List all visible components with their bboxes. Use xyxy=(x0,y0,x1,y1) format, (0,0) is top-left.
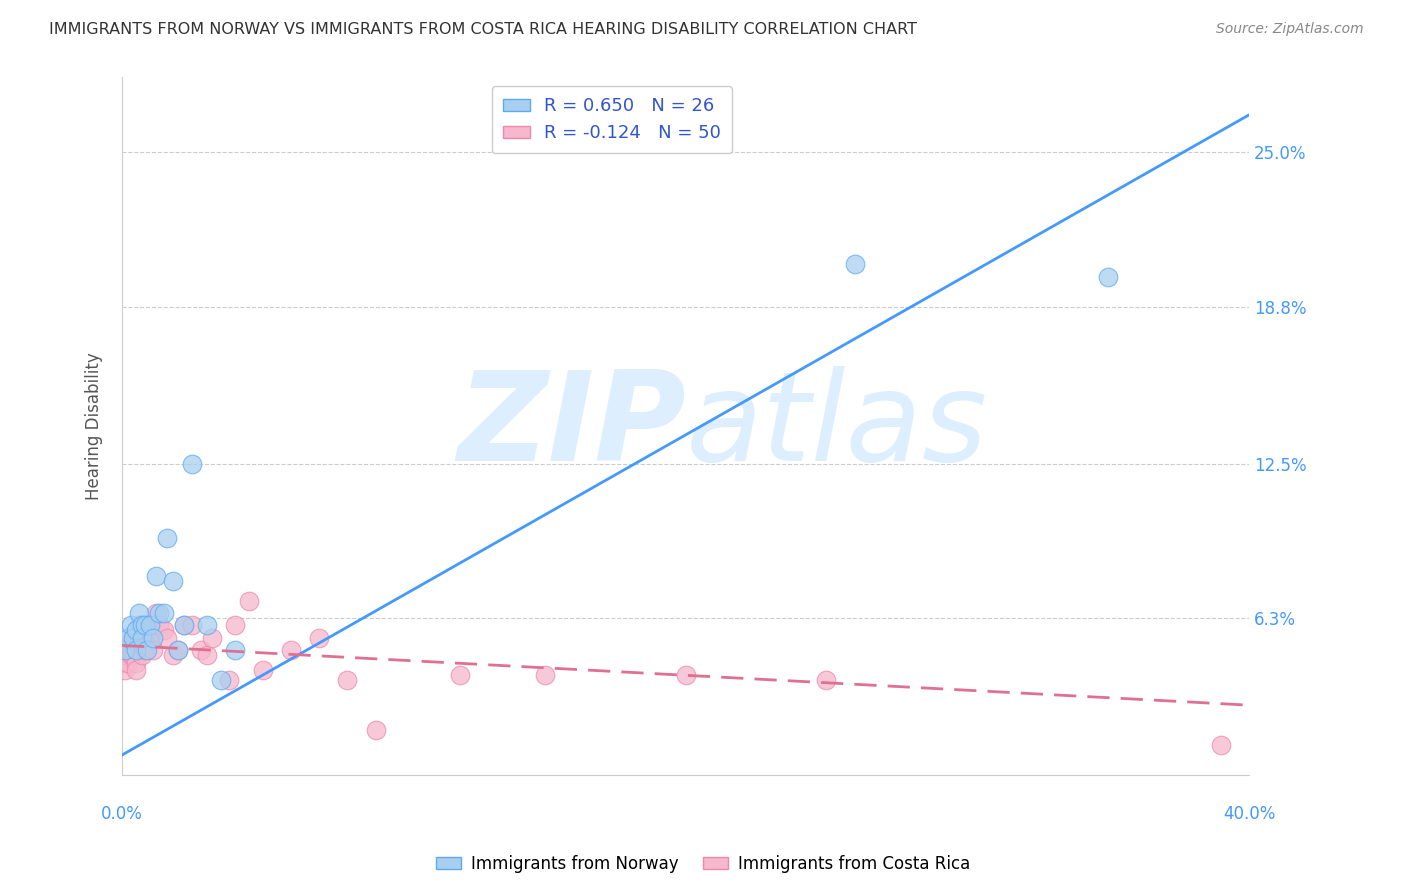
Point xyxy=(134,643,156,657)
Point xyxy=(128,639,150,653)
Point xyxy=(190,643,212,657)
Point xyxy=(131,648,153,663)
Point xyxy=(120,618,142,632)
Point xyxy=(128,618,150,632)
Point xyxy=(364,723,387,737)
Point xyxy=(117,631,139,645)
Point xyxy=(142,631,165,645)
Point xyxy=(128,606,150,620)
Point xyxy=(173,618,195,632)
Text: 0.0%: 0.0% xyxy=(101,805,143,823)
Point xyxy=(308,631,330,645)
Point xyxy=(1209,738,1232,752)
Point xyxy=(120,648,142,663)
Point xyxy=(122,631,145,645)
Point xyxy=(195,618,218,632)
Point xyxy=(136,639,159,653)
Y-axis label: Hearing Disability: Hearing Disability xyxy=(86,352,103,500)
Point xyxy=(114,648,136,663)
Point xyxy=(120,639,142,653)
Point xyxy=(125,624,148,638)
Point xyxy=(122,648,145,663)
Point xyxy=(336,673,359,688)
Point xyxy=(134,618,156,632)
Point xyxy=(131,631,153,645)
Point xyxy=(139,618,162,632)
Point xyxy=(156,631,179,645)
Point xyxy=(181,618,204,632)
Point xyxy=(280,643,302,657)
Point xyxy=(162,648,184,663)
Point xyxy=(145,606,167,620)
Point xyxy=(125,643,148,657)
Point xyxy=(142,643,165,657)
Point xyxy=(153,606,176,620)
Point xyxy=(134,631,156,645)
Point xyxy=(139,618,162,632)
Point xyxy=(449,668,471,682)
Point xyxy=(120,643,142,657)
Point xyxy=(114,656,136,670)
Point xyxy=(114,643,136,657)
Point xyxy=(156,531,179,545)
Point xyxy=(131,618,153,632)
Point xyxy=(224,618,246,632)
Point xyxy=(128,631,150,645)
Point xyxy=(131,643,153,657)
Point xyxy=(252,663,274,677)
Point xyxy=(533,668,555,682)
Point xyxy=(153,624,176,638)
Point xyxy=(167,643,190,657)
Point xyxy=(117,643,139,657)
Text: ZIP: ZIP xyxy=(457,366,686,487)
Point xyxy=(181,457,204,471)
Point xyxy=(122,631,145,645)
Point xyxy=(167,643,190,657)
Point xyxy=(844,257,866,271)
Point xyxy=(125,663,148,677)
Point xyxy=(139,631,162,645)
Point xyxy=(173,618,195,632)
Point xyxy=(148,606,170,620)
Point xyxy=(125,656,148,670)
Point xyxy=(117,656,139,670)
Point xyxy=(145,568,167,582)
Point xyxy=(114,643,136,657)
Point xyxy=(1097,269,1119,284)
Point xyxy=(218,673,240,688)
Text: 40.0%: 40.0% xyxy=(1223,805,1275,823)
Point xyxy=(224,643,246,657)
Point xyxy=(815,673,838,688)
Point xyxy=(125,643,148,657)
Point xyxy=(136,643,159,657)
Text: atlas: atlas xyxy=(686,366,988,487)
Point xyxy=(675,668,697,682)
Point xyxy=(148,618,170,632)
Point xyxy=(201,631,224,645)
Point xyxy=(209,673,232,688)
Point xyxy=(114,663,136,677)
Legend: Immigrants from Norway, Immigrants from Costa Rica: Immigrants from Norway, Immigrants from … xyxy=(429,848,977,880)
Point xyxy=(238,593,260,607)
Point xyxy=(117,631,139,645)
Legend: R = 0.650   N = 26, R = -0.124   N = 50: R = 0.650 N = 26, R = -0.124 N = 50 xyxy=(492,87,731,153)
Point xyxy=(162,574,184,588)
Point xyxy=(195,648,218,663)
Text: IMMIGRANTS FROM NORWAY VS IMMIGRANTS FROM COSTA RICA HEARING DISABILITY CORRELAT: IMMIGRANTS FROM NORWAY VS IMMIGRANTS FRO… xyxy=(49,22,917,37)
Text: Source: ZipAtlas.com: Source: ZipAtlas.com xyxy=(1216,22,1364,37)
